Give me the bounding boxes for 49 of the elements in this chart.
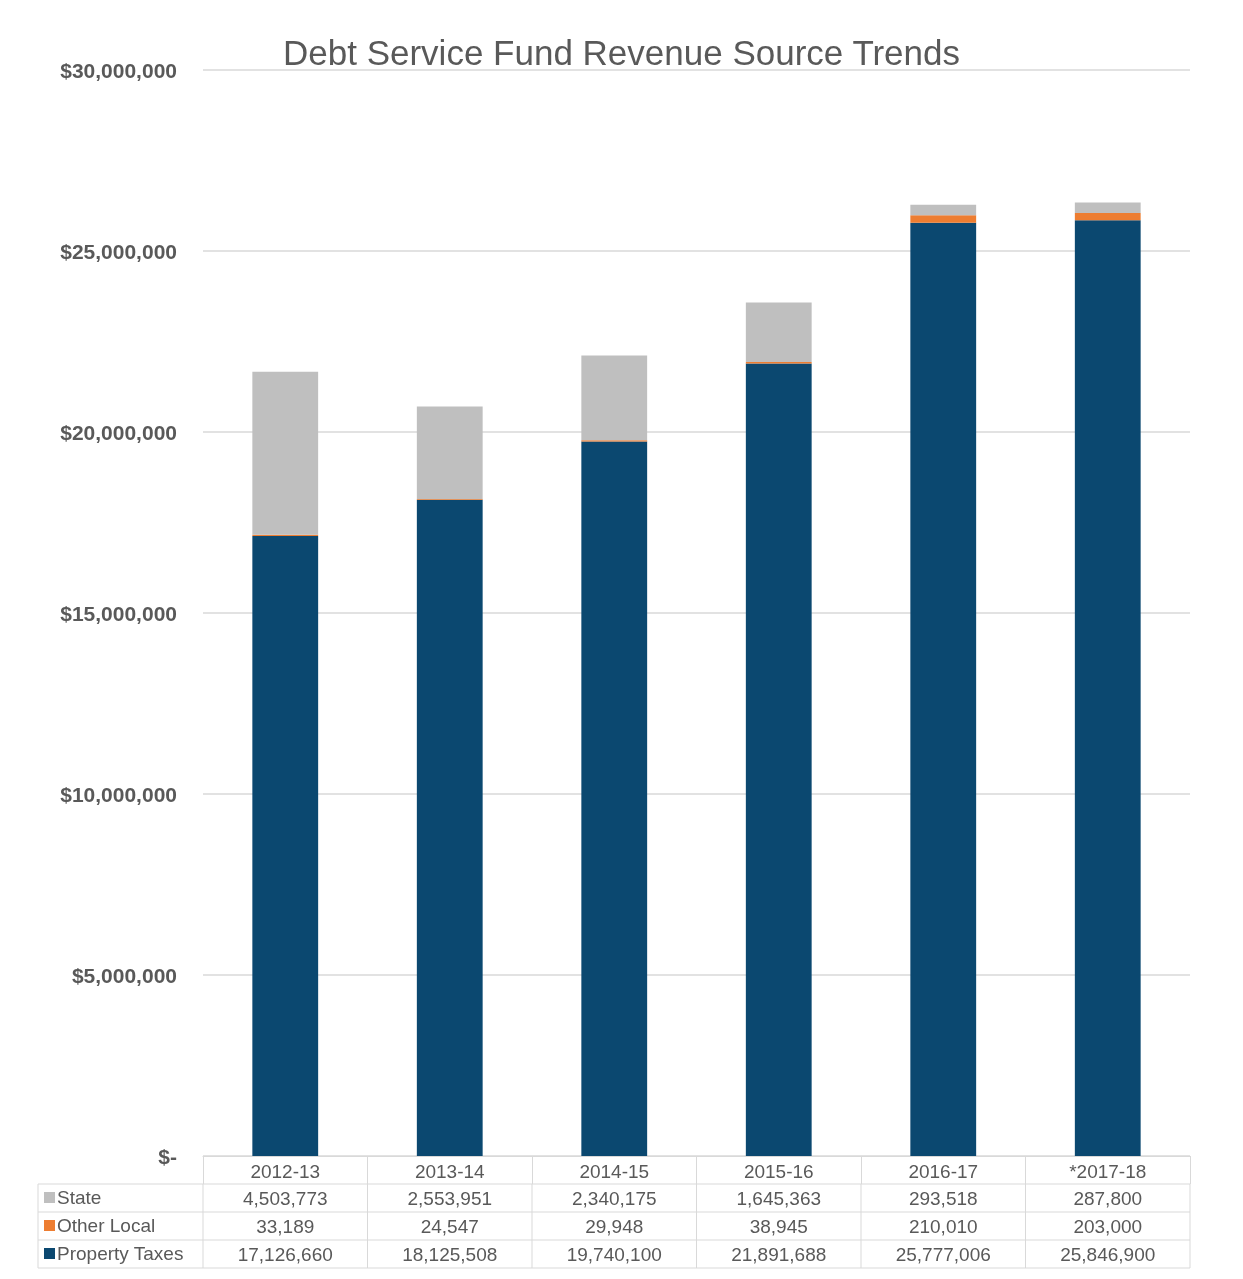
x-tick-label: 2015-16 [743,1161,814,1182]
x-tick-label: *2017-18 [1069,1161,1147,1182]
chart-title: Debt Service Fund Revenue Source Trends [282,33,961,72]
data-label: 25,777,006 [895,1243,991,1265]
x-tick-label: 2012-13 [250,1161,321,1182]
bar [416,499,483,1156]
data-label: 287,800 [1073,1187,1143,1209]
data-label: 2,553,951 [407,1187,493,1209]
bar [1074,212,1141,221]
bar [910,222,977,1156]
bar [1074,202,1141,213]
data-label: 17,126,660 [237,1243,333,1265]
y-tick-label: $20,000,000 [60,420,177,444]
bar [581,441,648,1156]
legend-label: State [57,1187,102,1208]
data-label: 33,189 [256,1215,315,1237]
data-label: 19,740,100 [566,1243,662,1265]
data-label: 18,125,508 [402,1243,498,1265]
x-tick-label: 2016-17 [908,1161,979,1182]
y-tick-label: $5,000,000 [71,963,177,987]
data-label: 2,340,175 [571,1187,657,1209]
y-tick-label: $15,000,000 [60,601,177,625]
data-label: 21,891,688 [731,1243,827,1265]
x-tick-label: 2013-14 [414,1161,486,1182]
data-label: 24,547 [420,1215,479,1237]
bar [416,406,483,499]
data-label: 1,645,363 [736,1187,822,1209]
data-label: 4,503,773 [242,1187,328,1209]
bar [252,371,319,535]
bar [252,536,319,1156]
y-tick-label: $10,000,000 [60,782,177,806]
y-tick-label: $25,000,000 [60,239,177,263]
legend-label: Property Taxes [57,1243,184,1264]
data-label: 293,518 [908,1187,978,1209]
data-label: 203,000 [1073,1215,1143,1237]
legend-label: Other Local [57,1215,156,1236]
y-tick-label: $- [158,1144,177,1168]
data-label: 210,010 [908,1215,978,1237]
data-label: 29,948 [585,1215,644,1237]
bar [1074,220,1141,1156]
bar [910,204,977,216]
bar [910,215,977,223]
bar [745,363,812,1156]
data-label: 25,846,900 [1060,1243,1156,1265]
bar [745,302,812,363]
y-tick-label: $30,000,000 [60,58,177,82]
x-tick-label: 2014-15 [579,1161,650,1182]
bar [581,355,648,441]
data-label: 38,945 [749,1215,808,1237]
